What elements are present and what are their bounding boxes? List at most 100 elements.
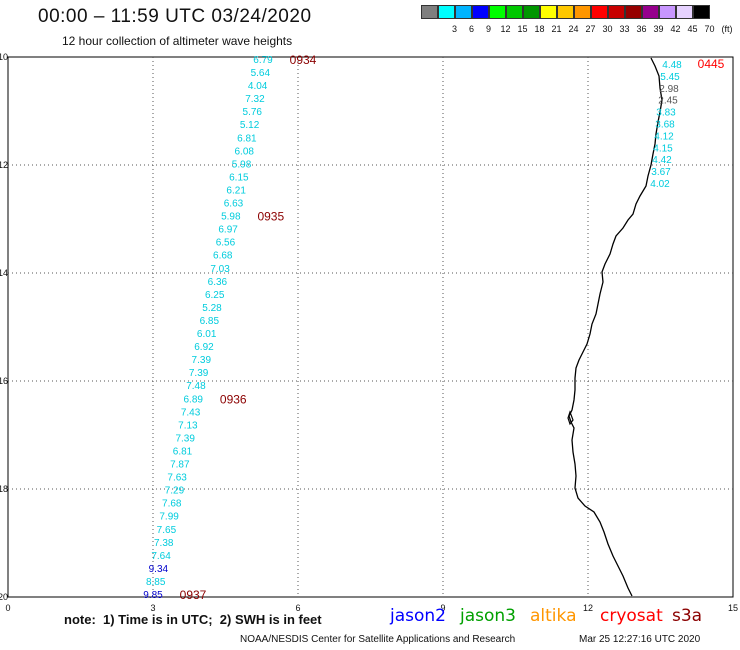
wave-height-value: 7.68 (162, 499, 182, 510)
legend-swatch (472, 5, 489, 19)
wave-height-value: 9.34 (149, 564, 169, 575)
wave-height-value: 5.98 (232, 159, 252, 170)
page-title: 00:00 – 11:59 UTC 03/24/2020 (38, 6, 312, 27)
legend-swatch (540, 5, 557, 19)
wave-height-value: 7.39 (189, 368, 209, 379)
track-west: 6.79 5.64 4.04 7.32 5.76 5.12 6.81 6.08 5.98 6.15… (143, 53, 316, 602)
legend-swatch (523, 5, 540, 19)
y-tick-label: -16 (0, 376, 8, 386)
y-tick-label: -18 (0, 484, 8, 494)
pass-time-label: 0936 (220, 392, 247, 406)
legend-swatch (608, 5, 625, 19)
wave-height-value: 6.85 (200, 316, 220, 327)
wave-height-value: 5.76 (243, 107, 263, 118)
wave-height-value: 3.68 (655, 120, 675, 131)
wave-height-value: 6.92 (194, 342, 214, 353)
legend-label: 15 (517, 24, 528, 34)
wave-height-value: 5.12 (240, 120, 260, 131)
page-subtitle: 12 hour collection of altimeter wave hei… (62, 34, 293, 48)
legend-label: 6 (468, 24, 474, 34)
wave-height-value: 6.97 (218, 225, 238, 236)
legend-label: 45 (687, 24, 698, 34)
wave-height-value: 6.56 (216, 238, 236, 249)
y-tick-label: -12 (0, 160, 8, 170)
legend-label: 70 (704, 24, 715, 34)
y-tick-label: -20 (0, 592, 8, 602)
map-grid: 0 3 6 9 12 15 -10 -12 -14 -16 -18 -20 (0, 52, 738, 613)
wave-height-value: 7.43 (181, 407, 201, 418)
wave-height-value: 6.79 (253, 55, 273, 66)
wave-height-value: 8.85 (146, 577, 166, 588)
wave-height-value: 7.63 (167, 473, 187, 484)
legend-swatch (625, 5, 642, 19)
legend-swatch (421, 5, 438, 19)
wave-height-value: 6.25 (205, 290, 225, 301)
wave-height-value: 6.81 (173, 446, 193, 457)
wave-height-value: 4.12 (654, 131, 674, 142)
pass-time-label: 0935 (257, 210, 284, 224)
wave-height-value: 6.36 (208, 277, 228, 288)
wave-height-value: 7.38 (154, 538, 174, 549)
coastline-inlet (567, 410, 574, 426)
wave-height-value: 7.39 (175, 433, 195, 444)
pass-time-label: 0937 (180, 588, 207, 602)
wave-height-value: 3.83 (656, 108, 676, 119)
wave-height-value: 7.87 (170, 460, 190, 471)
legend-swatch (455, 5, 472, 19)
timestamp-text: Mar 25 12:27:16 UTC 2020 (579, 634, 701, 645)
x-tick-label: 12 (583, 603, 593, 613)
legend-swatch (659, 5, 676, 19)
credit-text: NOAA/NESDIS Center for Satellite Applica… (240, 634, 516, 645)
x-tick-label: 9 (440, 603, 445, 613)
legend-label: 27 (585, 24, 596, 34)
wave-height-value: 4.04 (248, 81, 268, 92)
satellite-name: s3a (672, 606, 703, 626)
legend-swatch (574, 5, 591, 19)
legend-label: 33 (619, 24, 630, 34)
legend-swatch (438, 5, 455, 19)
x-tick-label: 6 (295, 603, 300, 613)
wave-height-value: 5.28 (202, 303, 222, 314)
wave-height-value: 6.21 (226, 185, 246, 196)
wave-height-value: 2.98 (659, 84, 679, 95)
legend-label: 3 (451, 24, 457, 34)
y-tick-label: -14 (0, 268, 8, 278)
coastline (568, 57, 663, 597)
legend-label: 12 (500, 24, 511, 34)
wave-height-value: 6.63 (224, 199, 244, 210)
wave-height-value: 4.15 (653, 143, 673, 154)
wave-height-value: 4.02 (650, 179, 670, 190)
wave-height-value: 5.64 (251, 68, 271, 79)
wave-height-value: 7.39 (192, 355, 212, 366)
legend-swatch (676, 5, 693, 19)
pass-time-label: 0934 (290, 53, 317, 67)
wave-height-value: 7.64 (151, 551, 171, 562)
legend-swatch (642, 5, 659, 19)
legend-label: 36 (636, 24, 647, 34)
wave-height-value: 5.98 (221, 212, 241, 223)
legend-label: 42 (670, 24, 681, 34)
track-east: 4.485.452.982.453.833.684.124.154.423.67… (650, 57, 724, 190)
legend-label: 18 (534, 24, 545, 34)
satellite-name: altika (530, 606, 577, 626)
x-tick-label: 15 (728, 603, 738, 613)
x-tick-label: 0 (5, 603, 10, 613)
wave-height-value: 6.68 (213, 251, 233, 262)
wave-height-value: 3.67 (651, 167, 671, 178)
wave-height-value: 6.89 (184, 394, 204, 405)
y-tick-label: -10 (0, 52, 8, 62)
wave-height-value: 7.99 (159, 512, 179, 523)
wave-height-value: 6.08 (234, 146, 254, 157)
satellite-name: jason2 (390, 606, 446, 626)
pass-time-label: 0445 (698, 57, 725, 71)
wave-height-value: 6.15 (229, 172, 249, 183)
legend-swatch (489, 5, 506, 19)
wave-height-value: 2.45 (658, 96, 678, 107)
legend-swatch (591, 5, 608, 19)
x-tick-label: 3 (150, 603, 155, 613)
legend-swatch (693, 5, 710, 19)
footnote: note: 1) Time is in UTC; 2) SWH is in fe… (64, 612, 322, 627)
wave-height-value: 7.29 (165, 486, 185, 497)
